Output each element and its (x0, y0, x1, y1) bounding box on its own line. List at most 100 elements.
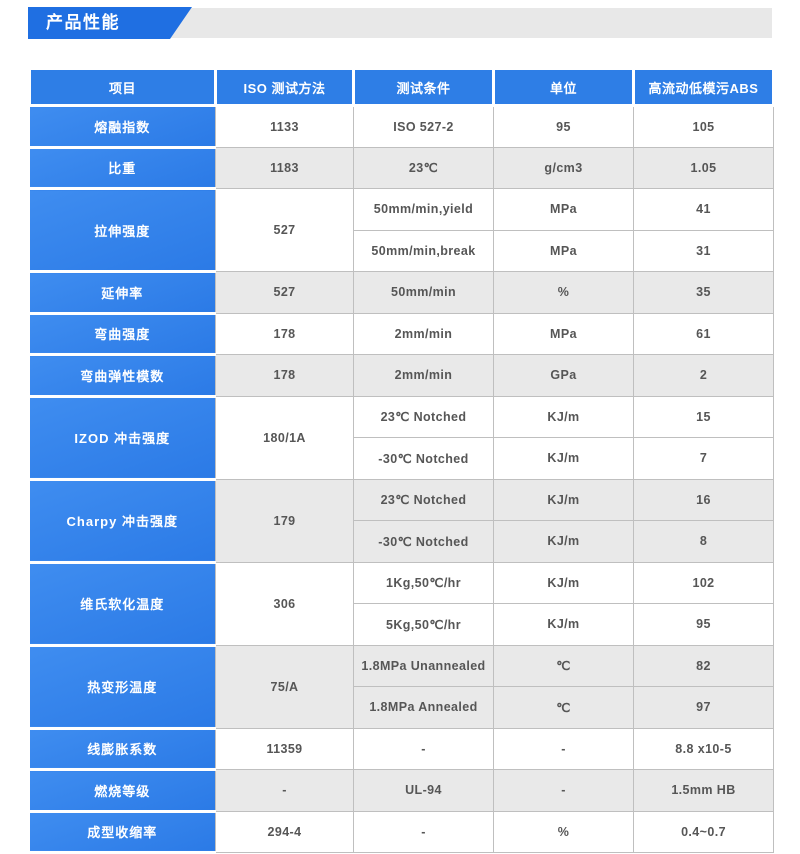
unit-cell: % (493, 271, 634, 314)
iso-method-cell: 179 (215, 478, 354, 563)
unit-cell: - (493, 727, 634, 770)
unit-cell: KJ/m (493, 520, 634, 563)
table-row: 线膨胀系数 11359- -8.8 x10-5 (29, 726, 774, 771)
iso-method-cell: 527 (215, 271, 354, 314)
value-cell: 95 (633, 603, 774, 646)
value-cell: 102 (633, 561, 774, 604)
table-row: 延伸率 527 50mm/min% 35 (29, 270, 774, 315)
condition-cell: 23℃ (353, 146, 494, 189)
condition-cell: 1.8MPa Annealed (353, 686, 494, 729)
iso-method-cell: 294-4 (215, 810, 354, 853)
unit-cell: 95 (493, 105, 634, 148)
table-row: 5Kg,50℃/hr KJ/m 95 (30, 603, 774, 646)
table-row: 成型收缩率 294-4-% 0.4~0.7 (29, 809, 774, 854)
value-cell: 61 (633, 312, 774, 355)
condition-cell: 2mm/min (353, 312, 494, 355)
table-row: 弯曲弹性模数 178 2mm/min GPa 2 (29, 353, 774, 398)
table-header-row: 项目 ISO 测试方法 测试条件 单位 高流动低模污ABS (28, 67, 775, 107)
value-cell: 82 (633, 644, 774, 687)
item-cell: IZOD 冲击强度 (29, 394, 216, 481)
value-cell: 35 (633, 271, 774, 314)
unit-cell: KJ/m (493, 603, 634, 646)
iso-method-cell: 178 (215, 354, 354, 397)
table-row: 比重 1183 23℃ g/cm3 1.05 (29, 145, 774, 190)
condition-cell: 50mm/min,yield (353, 188, 494, 231)
table-row: 弯曲强度 178 2mm/min MPa 61 (29, 311, 774, 356)
table-row: 燃烧等级 - UL-94-1.5mm HB (29, 768, 774, 813)
condition-cell: - (353, 810, 494, 853)
condition-cell: 1.8MPa Unannealed (353, 644, 494, 687)
iso-method-cell: 306 (215, 561, 354, 646)
item-cell: 燃烧等级 (29, 768, 216, 813)
unit-cell: ℃ (493, 686, 634, 729)
value-cell: 8 (633, 520, 774, 563)
item-cell: 延伸率 (29, 270, 216, 315)
column-header: 单位 (492, 67, 635, 107)
value-cell: 97 (633, 686, 774, 729)
item-cell: 线膨胀系数 (29, 726, 216, 771)
page-title: 产品性能 (28, 7, 192, 39)
item-cell: 热变形温度 (29, 643, 216, 730)
value-cell: 7 (633, 437, 774, 480)
value-cell: 0.4~0.7 (633, 810, 774, 853)
unit-cell: GPa (493, 354, 634, 397)
iso-method-cell: 1183 (215, 146, 354, 189)
condition-cell: 23℃ Notched (353, 478, 494, 521)
condition-cell: ISO 527-2 (353, 105, 494, 148)
iso-method-cell: 178 (215, 312, 354, 355)
unit-cell: g/cm3 (493, 146, 634, 189)
unit-cell: MPa (493, 188, 634, 231)
unit-cell: KJ/m (493, 478, 634, 521)
condition-cell: 50mm/min (353, 271, 494, 314)
value-cell: 1.05 (633, 146, 774, 189)
table-head: 项目 ISO 测试方法 测试条件 单位 高流动低模污ABS (28, 67, 775, 107)
column-header: 项目 (28, 67, 217, 107)
condition-cell: 23℃ Notched (353, 395, 494, 438)
unit-cell: % (493, 810, 634, 853)
condition-cell: - (353, 727, 494, 770)
item-cell: 弯曲弹性模数 (29, 353, 216, 398)
table-row: 拉伸强度 527 50mm/min,yield MPa 41 (29, 187, 774, 273)
value-cell: 105 (633, 105, 774, 148)
table-row: 热变形温度 75/A 1.8MPa Unannealed ℃ 82 (29, 643, 774, 730)
item-cell: 熔融指数 (29, 104, 216, 149)
condition-cell: 50mm/min,break (353, 229, 494, 272)
table-row: 维氏软化温度 306 1Kg,50℃/hr KJ/m 102 (29, 560, 774, 647)
table-row: -30℃ Notched KJ/m 7 (30, 437, 774, 480)
iso-method-cell: 1133 (215, 105, 354, 148)
iso-method-cell: 11359 (215, 727, 354, 770)
page-header-band: 产品性能 (28, 8, 772, 38)
column-header: ISO 测试方法 (214, 67, 355, 107)
iso-method-cell: 527 (215, 188, 354, 272)
value-cell: 16 (633, 478, 774, 521)
table-body: 熔融指数 1133 ISO 527-2 95 105 比重 1183 23℃ g/cm3 1.05… (29, 104, 774, 854)
item-cell: 弯曲强度 (29, 311, 216, 356)
condition-cell: 2mm/min (353, 354, 494, 397)
item-cell: 维氏软化温度 (29, 560, 216, 647)
table-row: 1.8MPa Annealed ℃ 97 (30, 686, 774, 729)
unit-cell: MPa (493, 229, 634, 272)
value-cell: 31 (633, 229, 774, 272)
table-row: Charpy 冲击强度 179 23℃ Notched KJ/m 16 (29, 477, 774, 564)
item-cell: 成型收缩率 (29, 809, 216, 854)
spec-table: 项目 ISO 测试方法 测试条件 单位 高流动低模污ABS 熔融指数 1133 ISO 52… (28, 67, 775, 854)
iso-method-cell: 75/A (215, 644, 354, 729)
condition-cell: 5Kg,50℃/hr (353, 603, 494, 646)
item-cell: 拉伸强度 (29, 187, 216, 273)
table-row: 50mm/min,break MPa 31 (30, 229, 774, 272)
condition-cell: 1Kg,50℃/hr (353, 561, 494, 604)
item-cell: Charpy 冲击强度 (29, 477, 216, 564)
unit-cell: - (493, 769, 634, 812)
value-cell: 8.8 x10-5 (633, 727, 774, 770)
column-header: 测试条件 (352, 67, 495, 107)
unit-cell: KJ/m (493, 437, 634, 480)
value-cell: 41 (633, 188, 774, 231)
column-header: 高流动低模污ABS (632, 67, 775, 107)
iso-method-cell: 180/1A (215, 395, 354, 480)
unit-cell: ℃ (493, 644, 634, 687)
iso-method-cell: - (215, 769, 354, 812)
value-cell: 15 (633, 395, 774, 438)
condition-cell: -30℃ Notched (353, 437, 494, 480)
unit-cell: MPa (493, 312, 634, 355)
value-cell: 2 (633, 354, 774, 397)
